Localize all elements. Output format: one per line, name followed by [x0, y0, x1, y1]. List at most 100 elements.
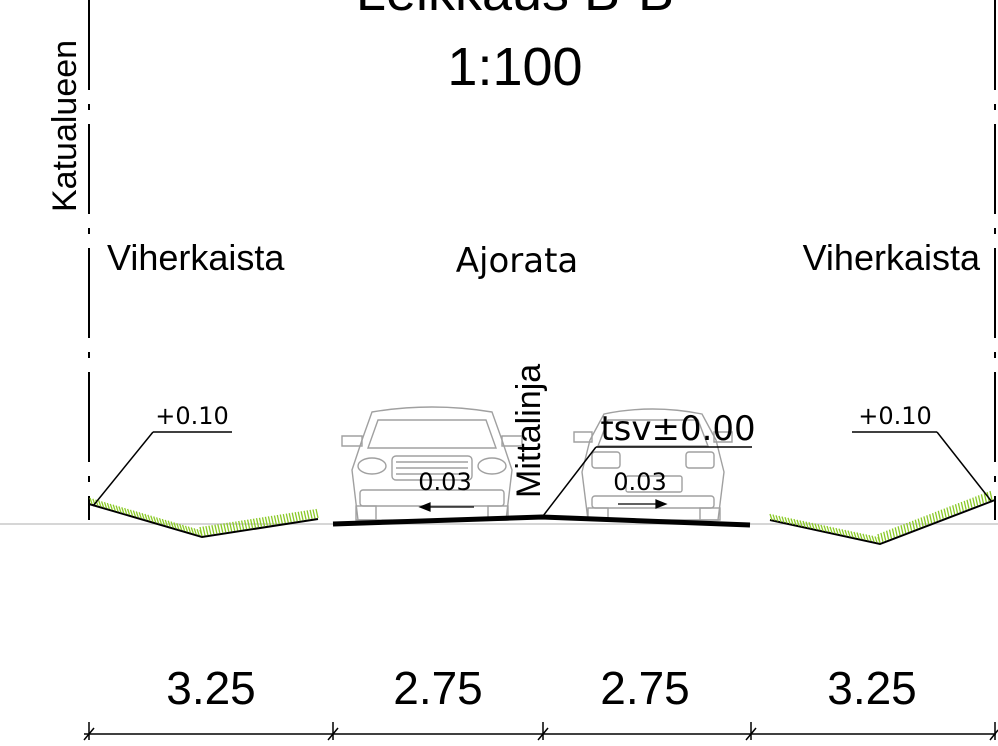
grass-blade: [238, 520, 242, 531]
grass-blade: [309, 509, 313, 520]
grass-blade: [282, 513, 286, 524]
grass-blade: [793, 518, 797, 526]
grass-blade: [144, 513, 148, 521]
slope-label-right: 0.03: [613, 468, 666, 496]
grass-blade: [868, 534, 872, 542]
grass-blade: [129, 509, 134, 517]
grass-blade: [772, 514, 776, 521]
grass-blade: [859, 532, 863, 540]
grass-blade: [796, 519, 800, 527]
centerline-label: Mittalinja: [510, 364, 548, 498]
grass-blade: [877, 533, 881, 544]
level-callout-left: [92, 431, 232, 507]
grass-blade: [170, 521, 174, 528]
grass-blade: [974, 496, 979, 506]
car-left-icon: [341, 406, 523, 521]
grass-blade: [805, 521, 809, 528]
grass-blade: [989, 490, 993, 501]
grass-blade: [246, 519, 251, 529]
grass-blade: [977, 495, 982, 505]
grass-blade: [141, 512, 145, 520]
grass-blade: [267, 516, 272, 526]
level-callout-center: [542, 446, 752, 517]
dimension-value: 3.25: [166, 662, 256, 714]
grass-blade: [926, 515, 930, 525]
grass-blade: [220, 523, 224, 533]
grass-blade: [775, 515, 779, 522]
grass-blade: [173, 522, 177, 529]
grass-blade: [109, 503, 113, 511]
grass-blade: [963, 500, 967, 511]
grass-blade: [291, 512, 295, 522]
grass-blade: [303, 510, 307, 520]
boundary-label: Katualueen: [46, 40, 84, 212]
grass-blade: [261, 517, 266, 527]
grass-blade: [112, 504, 116, 511]
grass-blade: [787, 517, 791, 525]
grass-blade: [853, 531, 857, 539]
grass-blade: [966, 499, 970, 509]
grass-blade: [832, 527, 836, 534]
grass-blade: [193, 528, 197, 535]
dimension-value: 3.25: [827, 662, 917, 714]
grass-blade: [135, 511, 139, 518]
grass-blade: [190, 527, 194, 534]
slope-label-left: 0.03: [418, 468, 471, 496]
grass-blade: [911, 520, 916, 530]
grass-blade: [983, 493, 987, 503]
grass-blade: [856, 532, 860, 539]
grass-blade: [847, 530, 851, 537]
grass-blade: [957, 502, 962, 513]
grass-blade: [790, 518, 794, 525]
dimension-value: 2.75: [393, 662, 483, 714]
grass-blade: [917, 518, 921, 528]
grass-blade: [931, 512, 936, 523]
grass-blade: [937, 510, 941, 520]
grass-blade: [249, 519, 254, 529]
grass-blade: [243, 519, 248, 530]
grass-blade: [150, 515, 154, 522]
grass-blade: [914, 519, 918, 529]
left-ditch-profile: [88, 503, 319, 539]
grass-blade: [155, 517, 160, 524]
grass-blade: [294, 512, 298, 522]
grass-blade: [850, 531, 854, 538]
grass-blade: [208, 525, 212, 535]
grass-blade: [279, 514, 283, 524]
grass-blade: [255, 518, 260, 528]
dimension-line: [83, 722, 998, 741]
grass-blade: [829, 526, 833, 534]
grass-blade: [799, 520, 803, 527]
grass-blade: [270, 515, 275, 526]
level-callout-right: [852, 431, 993, 503]
grass-blade: [158, 517, 163, 525]
grass-blade: [972, 497, 976, 507]
grass-blade: [95, 499, 99, 506]
slope-arrow-right-icon: [618, 499, 668, 509]
section-scale: 1:100: [447, 37, 582, 97]
level-label-left: +0.10: [155, 402, 229, 430]
zone-label-right: Viherkaista: [803, 237, 981, 278]
grass-blade: [223, 523, 227, 533]
grass-blade: [908, 521, 913, 532]
grass-blade: [888, 529, 893, 539]
grass-blade: [214, 524, 218, 534]
grass-blade: [820, 524, 824, 532]
grass-blade: [115, 505, 119, 512]
grass-blade: [226, 522, 230, 532]
grass-blade: [900, 525, 904, 535]
slope-arrow-left-icon: [418, 502, 474, 512]
grass-blade: [920, 517, 924, 527]
grass-blade: [205, 525, 209, 536]
grass-blade: [814, 523, 818, 530]
grass-blade: [923, 516, 927, 526]
road-surface: [332, 514, 751, 528]
grass-blade: [883, 531, 887, 541]
grass-blade: [98, 500, 102, 507]
grass-blade: [874, 536, 878, 543]
grass-blade: [906, 522, 910, 533]
grass-blade: [781, 516, 785, 523]
grass-blade: [823, 525, 827, 532]
grass-blade: [949, 506, 953, 516]
grass-blade: [187, 526, 192, 533]
